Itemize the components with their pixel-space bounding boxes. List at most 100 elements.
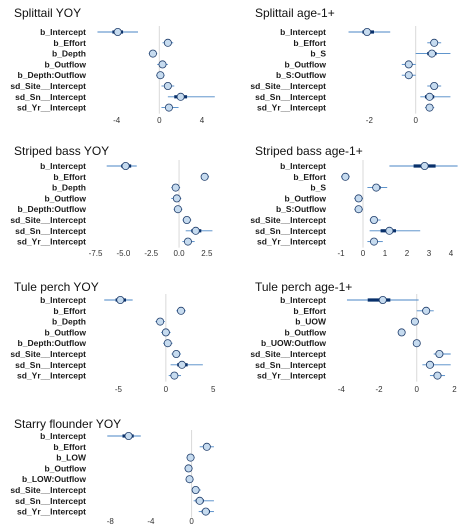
panel: Splittail YOY-4 0 4b_Interceptb_Effortb_De…: [10, 6, 215, 125]
point-estimate: [156, 317, 165, 326]
point-estimate: [200, 172, 209, 181]
x-tick-label: -7.5: [89, 249, 103, 258]
parameter-label: b_Outflow: [284, 193, 326, 203]
panel: Striped bass age-1+ -1 0 1 2 3 4 b_Interceptb_E…: [250, 144, 458, 258]
parameter-label: b_Outflow: [44, 59, 86, 69]
point-estimate: [173, 205, 182, 214]
point-estimate: [427, 49, 436, 58]
point-estimate: [124, 431, 133, 440]
point-estimate: [422, 306, 431, 315]
point-estimate: [378, 295, 387, 304]
point-estimate: [156, 71, 165, 80]
x-tick-label: 0: [413, 116, 418, 125]
point-estimate: [121, 161, 130, 170]
x-tick-label: 0: [157, 116, 162, 125]
parameter-label: sd_Sn__Intercept: [255, 92, 326, 102]
point-estimate: [410, 317, 419, 326]
parameter-label: b_UOW:Outflow: [261, 338, 326, 348]
x-tick-label: -1: [337, 249, 345, 258]
point-estimate: [354, 194, 363, 203]
point-estimate: [170, 371, 179, 380]
parameter-label: sd_Sn__Intercept: [15, 226, 86, 236]
point-estimate: [191, 226, 200, 235]
point-estimate: [184, 464, 193, 473]
point-estimate: [191, 485, 200, 494]
point-estimate: [186, 453, 195, 462]
parameter-label: b_Intercept: [280, 27, 326, 37]
parameter-label: b_Depth: [52, 317, 86, 327]
panel-title: Splittail age-1+: [255, 6, 335, 20]
parameter-label: sd_Site__Intercept: [250, 215, 326, 225]
point-estimate: [164, 103, 173, 112]
panel: Starry flounder YOY -8 -4 0 b_Interceptb_Eff…: [10, 417, 214, 526]
point-estimate: [183, 237, 192, 246]
x-tick-label: 2: [452, 385, 457, 394]
parameter-label: b_Effort: [293, 38, 326, 48]
panel-title: Starry flounder YOY: [14, 417, 121, 431]
parameter-label: b_S: [310, 183, 326, 193]
panel: Tule perch YOY-5 0 5b_Interceptb_Effortb_D…: [10, 280, 216, 394]
point-estimate: [176, 92, 185, 101]
parameter-label: b_S:Outflow: [276, 204, 326, 214]
panel-title: Striped bass YOY: [14, 144, 109, 158]
point-estimate: [341, 172, 350, 181]
x-tick-label: -4: [113, 116, 121, 125]
panel-title: Tule perch age-1+: [255, 280, 352, 294]
x-tick-label: -2: [375, 385, 383, 394]
x-tick-label: -4: [338, 385, 346, 394]
parameter-label: sd_Yr__Intercept: [17, 237, 86, 247]
point-estimate: [369, 215, 378, 224]
parameter-label: b_Depth:Outflow: [18, 70, 87, 80]
point-estimate: [202, 442, 211, 451]
x-tick-label: 4: [449, 249, 454, 258]
x-tick-label: 3: [427, 249, 432, 258]
x-tick-label: -4: [147, 517, 155, 526]
point-estimate: [433, 371, 442, 380]
point-estimate: [201, 507, 210, 516]
point-estimate: [113, 27, 122, 36]
panel: Striped bass YOY -7.5 -5.0 -2.5 0.0 2.5 b_Inte…: [10, 144, 213, 258]
point-estimate: [435, 349, 444, 358]
parameter-label: b_Effort: [53, 38, 86, 48]
parameter-label: b_Outflow: [44, 327, 86, 337]
point-estimate: [430, 38, 439, 47]
point-estimate: [177, 306, 186, 315]
parameter-label: sd_Site__Intercept: [10, 81, 86, 91]
point-estimate: [161, 328, 170, 337]
parameter-label: sd_Sn__Intercept: [255, 360, 326, 370]
x-tick-label: 5: [211, 385, 216, 394]
panel-title: Splittail YOY: [14, 6, 81, 20]
point-estimate: [363, 27, 372, 36]
parameter-label: sd_Site__Intercept: [250, 349, 326, 359]
parameter-label: sd_Yr__Intercept: [257, 103, 326, 113]
parameter-label: b_Effort: [53, 172, 86, 182]
panels: Splittail YOY-4 0 4b_Interceptb_Effortb_De…: [10, 6, 458, 526]
point-estimate: [369, 237, 378, 246]
parameter-label: sd_Yr__Intercept: [17, 371, 86, 381]
x-tick-label: -2: [366, 116, 374, 125]
parameter-label: b_LOW: [56, 453, 87, 463]
panel-title: Striped bass age-1+: [255, 144, 363, 158]
parameter-label: b_Depth:Outflow: [18, 204, 87, 214]
point-estimate: [372, 183, 381, 192]
point-estimate: [171, 183, 180, 192]
point-estimate: [354, 205, 363, 214]
point-estimate: [404, 60, 413, 69]
parameter-label: b_S: [310, 49, 326, 59]
parameter-label: b_Intercept: [40, 295, 86, 305]
point-estimate: [385, 226, 394, 235]
parameter-label: b_Intercept: [40, 161, 86, 171]
x-tick-label: 0: [415, 385, 420, 394]
parameter-label: b_Effort: [293, 306, 326, 316]
parameter-label: sd_Sn__Intercept: [15, 92, 86, 102]
x-tick-label: 0.0: [173, 249, 185, 258]
parameter-label: sd_Yr__Intercept: [17, 507, 86, 517]
x-tick-label: 2.5: [201, 249, 213, 258]
parameter-label: b_Effort: [293, 172, 326, 182]
x-tick-label: -8: [107, 517, 115, 526]
parameter-label: sd_Site__Intercept: [10, 485, 86, 495]
parameter-label: b_S:Outflow: [276, 70, 326, 80]
point-estimate: [404, 71, 413, 80]
x-tick-label: 4: [200, 116, 205, 125]
point-estimate: [412, 339, 421, 348]
